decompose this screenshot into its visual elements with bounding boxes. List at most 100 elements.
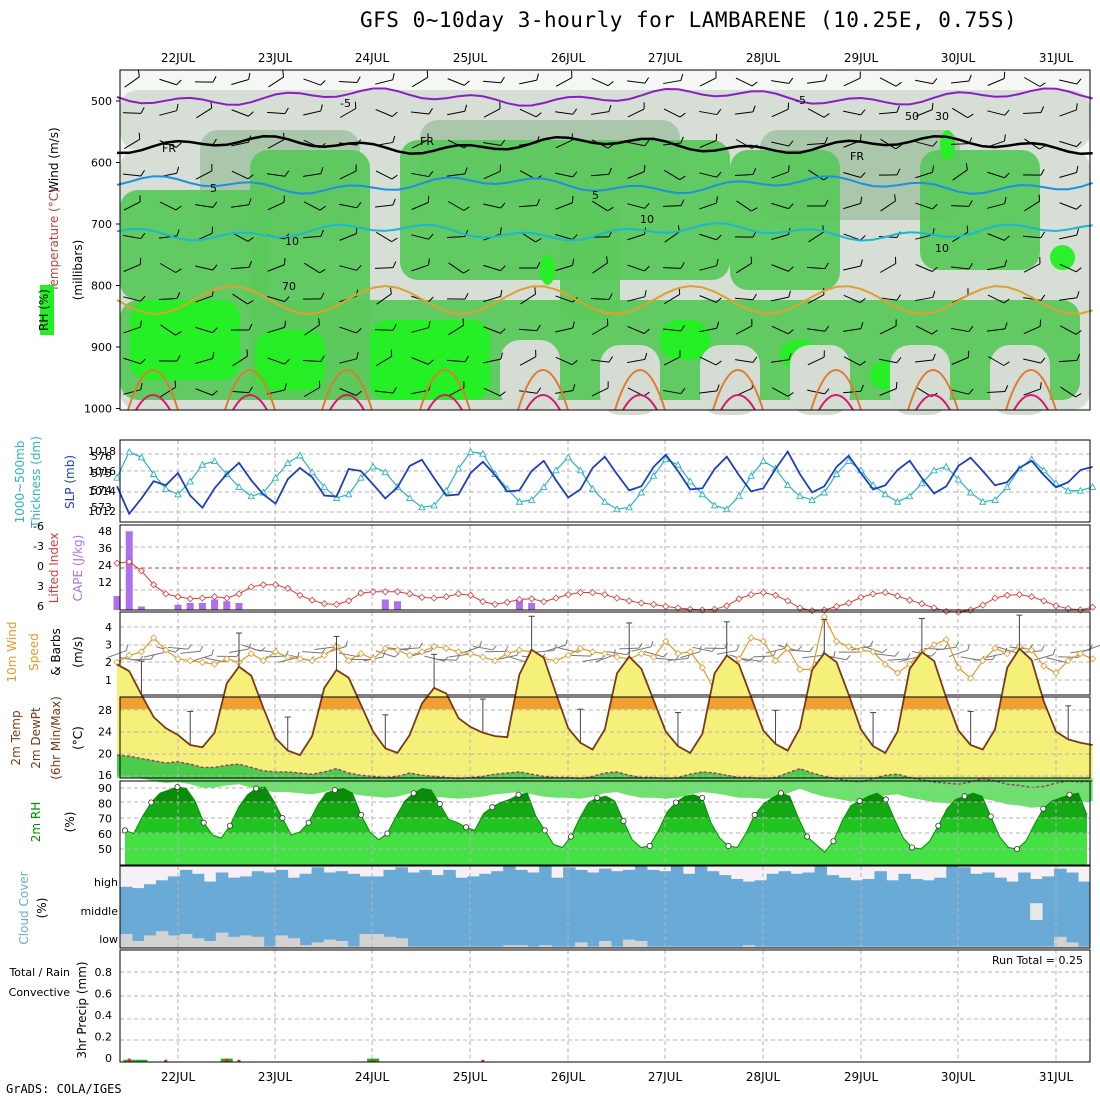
li-marker [284,584,292,592]
wind-barb [987,356,1010,366]
wind-barb [878,105,900,115]
y-tick-label: 1 [105,674,112,687]
wind-barb-flag [356,327,362,334]
wind-barb-flag [797,646,802,651]
date-label-top: 30JUL [941,51,976,65]
wind-barb-shaft [592,262,608,274]
wind-barb-flag [212,390,218,396]
wind-barb-shaft [950,143,970,145]
cloud-bar-high [1078,881,1091,892]
wind-barb-shaft [734,297,754,301]
wind-barb [591,77,614,87]
wind-barb-shaft [915,109,933,117]
wind-barb-flag [175,647,181,653]
wind-speed-marker [467,650,475,658]
wind-barb [376,231,398,243]
wind-barb-shaft [411,172,429,178]
rh-marker [935,822,942,829]
wind-barb-shaft [374,204,394,208]
wind-barb-flag [391,174,398,180]
wind-barb-shaft [483,326,501,334]
li-marker [796,604,804,612]
wind-barb-shaft [232,293,248,305]
rh-fill-area [600,345,660,415]
wind-barb-flag [535,238,542,243]
wind-barb [303,380,321,397]
cloud-bar-low [455,946,468,948]
thickness-marker [1064,486,1072,494]
wind-barb-flag [392,261,397,268]
wind-barb [519,387,542,394]
cloud-bar-low [826,946,840,948]
cloud-bar-low [251,936,265,948]
wind-barb-shaft [546,644,566,652]
thickness-marker [1076,486,1085,494]
wind-barb-10m [631,641,654,652]
wind-barb-flag [499,102,501,109]
wind-barb [987,322,1008,332]
wind-barb [771,102,790,118]
wind-barb-flag [464,167,468,175]
wind-barb-shaft [555,77,573,87]
isotherm-line [224,369,276,411]
wind-speed-marker [613,653,621,661]
wind-barb [627,77,650,84]
wind-barb-shaft [143,652,164,658]
wind-barb [590,293,613,300]
wind-barb [446,355,469,363]
y-tick-label: 800 [91,280,112,293]
wind-barb-shaft [627,108,645,118]
wind-barb-flag [1040,168,1045,176]
wind-barb-flag [284,359,290,365]
wind-barb [446,292,469,300]
wind-speed-marker [637,650,645,658]
cloud-bar-high [874,871,887,892]
date-label-bottom: 22JUL [161,1070,196,1084]
wind-speed-marker [796,665,804,674]
cloud-bar-high [120,886,133,892]
wind-barb-flag [788,266,794,272]
wind-barb-flag [1075,103,1078,110]
wind-barb [159,78,182,86]
wind-speed-marker [223,655,231,663]
wind-barb-flag [140,358,146,365]
cloud-bar-high [311,867,325,892]
cloud-bar-high [455,877,468,892]
wind-barb-shaft [159,263,177,273]
li-marker [259,581,267,589]
li-marker [747,591,755,599]
cloud-bar-low [167,935,181,948]
wind-barb-flag [319,205,326,211]
wind-barb [987,259,1008,271]
y-tick-label: 900 [91,341,112,354]
wind-barb-flag [479,640,482,647]
wind-barb-flag [504,646,509,652]
cloud-bar-low [634,941,648,948]
li-marker [235,590,243,598]
rh-marker [961,793,968,800]
wind-barb-shaft [483,358,501,364]
thickness-marker [174,490,182,498]
rh-marker [804,833,811,840]
wind-barb-shaft [304,324,320,336]
cape-bar [186,603,194,610]
wind-panel-frame [119,611,1091,696]
thickness-marker [942,462,951,470]
li-marker [223,594,231,602]
li-marker [271,581,280,589]
wind-barb-shaft [314,646,335,650]
wind-barb-10m [167,644,192,650]
wind-barb-shaft [195,170,213,180]
cloud-bar-high [1054,868,1067,892]
cloud-bar-high [479,873,492,892]
cloud-bar-low [551,946,564,948]
wind-barb [1059,325,1082,335]
panel-label-thickness-a: 1000~500mb [13,441,27,524]
wind-barb [699,108,722,116]
wind-barb-shaft [339,108,357,118]
wind-barb [124,70,140,88]
thickness-marker [979,497,987,505]
wind-barb-shaft [663,79,681,85]
wind-barb [592,200,614,212]
cloud-bar-high [694,866,708,892]
